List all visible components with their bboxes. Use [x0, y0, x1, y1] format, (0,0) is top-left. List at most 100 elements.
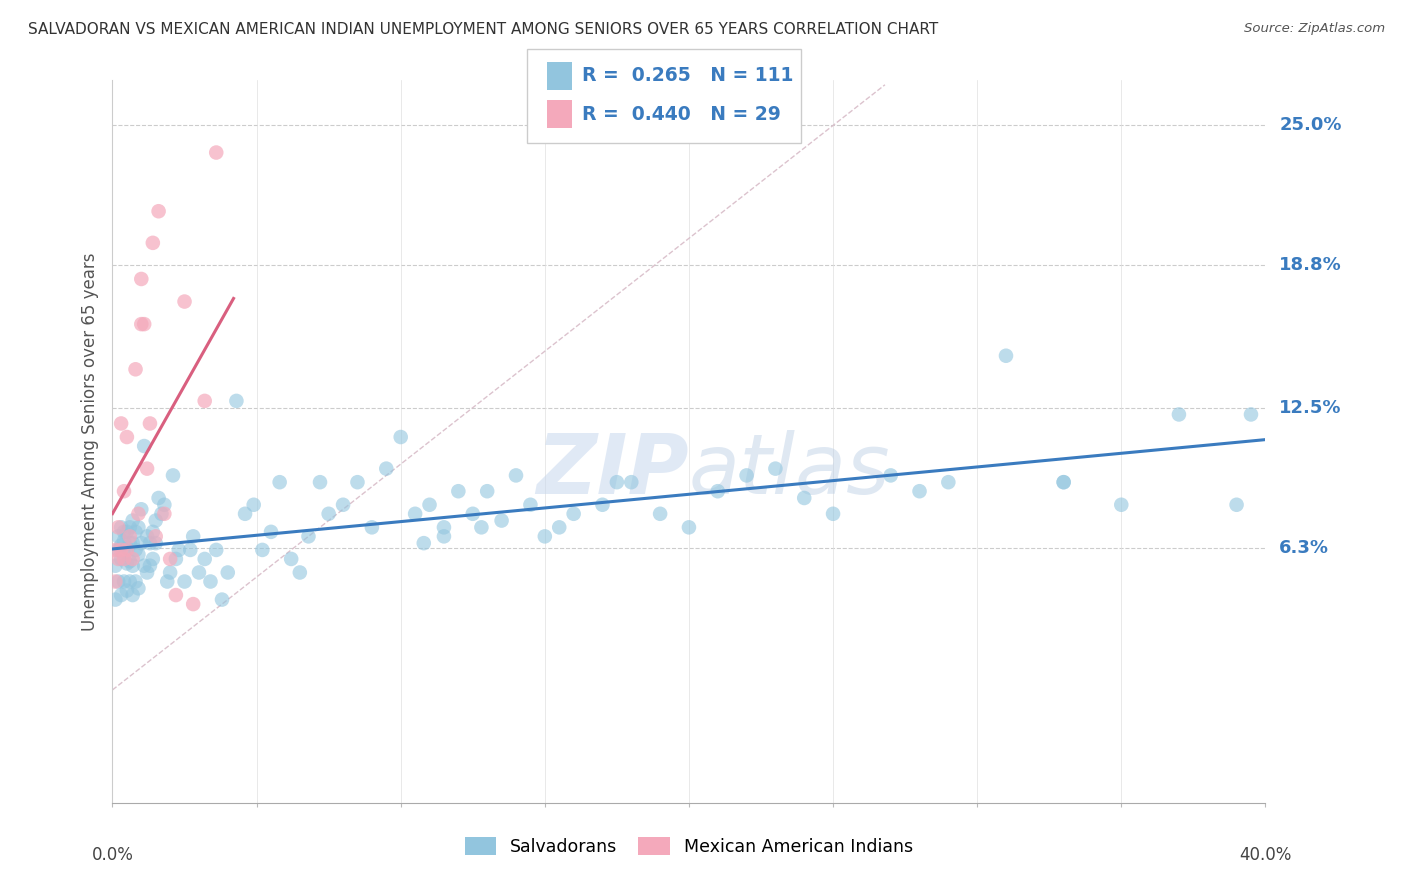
Point: [110, 552, 132, 566]
Point: [280, 552, 302, 566]
Point: [129, 502, 153, 516]
Point: [592, 498, 614, 512]
Point: [139, 558, 162, 573]
Point: [112, 548, 135, 562]
Text: SALVADORAN VS MEXICAN AMERICAN INDIAN UNEMPLOYMENT AMONG SENIORS OVER 65 YEARS C: SALVADORAN VS MEXICAN AMERICAN INDIAN UN…: [28, 22, 938, 37]
Text: 25.0%: 25.0%: [1279, 117, 1341, 135]
Point: [678, 520, 700, 534]
Point: [309, 475, 332, 490]
Point: [110, 538, 132, 552]
Point: [129, 536, 153, 550]
Point: [129, 317, 153, 331]
Point: [447, 484, 470, 499]
Point: [548, 520, 571, 534]
Point: [1240, 408, 1263, 422]
Point: [562, 507, 585, 521]
Text: R =  0.265   N = 111: R = 0.265 N = 111: [582, 66, 793, 86]
Point: [115, 583, 138, 598]
Point: [470, 520, 492, 534]
Point: [1111, 498, 1133, 512]
Point: [252, 542, 274, 557]
Point: [288, 566, 311, 580]
Point: [173, 294, 195, 309]
Point: [412, 536, 434, 550]
Legend: Salvadorans, Mexican American Indians: Salvadorans, Mexican American Indians: [458, 830, 920, 863]
Text: 6.3%: 6.3%: [1279, 539, 1329, 557]
Point: [491, 514, 513, 528]
Point: [115, 541, 138, 555]
Point: [112, 484, 135, 499]
Point: [433, 529, 456, 543]
Point: [1053, 475, 1076, 490]
Text: R =  0.440   N = 29: R = 0.440 N = 29: [582, 104, 780, 124]
Point: [118, 520, 141, 534]
Y-axis label: Unemployment Among Seniors over 65 years: Unemployment Among Seniors over 65 years: [82, 252, 100, 631]
Point: [200, 574, 222, 589]
Point: [534, 529, 557, 543]
Point: [297, 529, 319, 543]
Point: [620, 475, 643, 490]
Point: [419, 498, 441, 512]
Point: [142, 235, 165, 250]
Point: [936, 475, 959, 490]
Point: [121, 588, 143, 602]
Point: [107, 529, 129, 543]
Point: [188, 566, 211, 580]
Point: [375, 461, 398, 475]
Point: [707, 484, 730, 499]
Point: [127, 520, 149, 534]
Point: [121, 514, 143, 528]
Text: ZIP: ZIP: [536, 430, 689, 511]
Point: [519, 498, 541, 512]
Point: [110, 588, 132, 602]
Point: [104, 558, 127, 573]
Point: [145, 536, 167, 550]
Point: [148, 204, 170, 219]
Point: [475, 484, 499, 499]
Point: [389, 430, 412, 444]
Point: [104, 592, 127, 607]
Text: Source: ZipAtlas.com: Source: ZipAtlas.com: [1244, 22, 1385, 36]
Point: [156, 574, 179, 589]
Point: [121, 552, 143, 566]
Point: [194, 393, 217, 408]
Point: [165, 588, 187, 602]
Point: [153, 498, 176, 512]
Point: [332, 498, 354, 512]
Point: [995, 349, 1018, 363]
Point: [269, 475, 291, 490]
Point: [134, 558, 156, 573]
Point: [136, 461, 159, 475]
Point: [205, 542, 228, 557]
Point: [127, 507, 149, 521]
Point: [115, 430, 138, 444]
Point: [217, 566, 239, 580]
Point: [110, 542, 132, 557]
Point: [242, 498, 264, 512]
Point: [112, 552, 135, 566]
Point: [153, 507, 176, 521]
Point: [134, 439, 156, 453]
Point: [104, 542, 127, 557]
Point: [145, 529, 167, 543]
Point: [139, 417, 162, 431]
Point: [211, 592, 233, 607]
Point: [505, 468, 527, 483]
Point: [1167, 408, 1189, 422]
Point: [110, 520, 132, 534]
Point: [127, 582, 149, 596]
Point: [115, 542, 138, 557]
Point: [233, 507, 256, 521]
Point: [121, 558, 143, 573]
Point: [225, 393, 247, 408]
Point: [181, 597, 204, 611]
Point: [124, 524, 146, 539]
Point: [134, 317, 156, 331]
Point: [127, 548, 149, 562]
Point: [165, 552, 187, 566]
Point: [136, 566, 159, 580]
Point: [1226, 498, 1249, 512]
Point: [107, 574, 129, 589]
Point: [793, 491, 815, 505]
Point: [110, 417, 132, 431]
